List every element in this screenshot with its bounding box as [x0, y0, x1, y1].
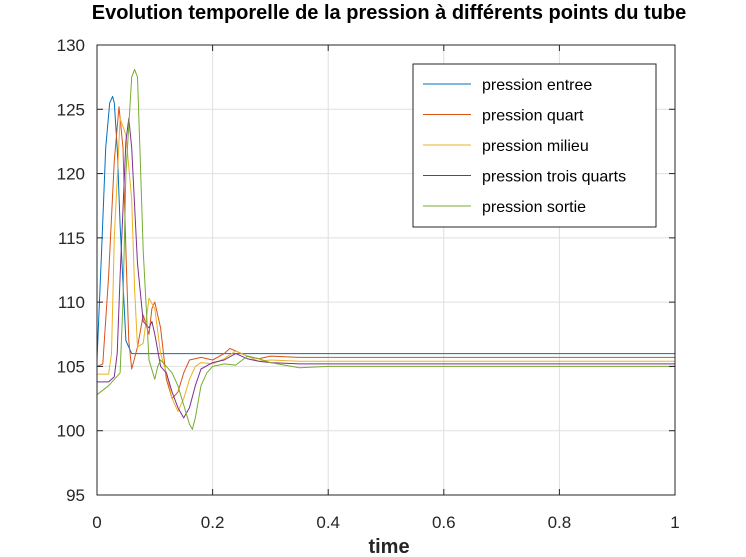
legend: pression entree pression quart pression mi… [412, 63, 657, 228]
legend-entry: pression milieu [482, 138, 589, 155]
y-tick-label: 125 [57, 100, 85, 119]
series-lines [96, 68, 675, 430]
x-tick-label: 0.8 [548, 513, 572, 532]
chart-title: Evolution temporelle de la pression à di… [92, 2, 687, 24]
legend-entry: pression sortie [482, 199, 586, 216]
y-tick-label: 110 [58, 293, 85, 312]
y-tick-label: 120 [57, 165, 85, 184]
axis-ticks: 0 0.2 0.4 0.6 0.8 1 95 100 105 110 115 120 125 130 [57, 36, 680, 532]
x-axis-label: time [368, 536, 409, 557]
plot-frame [96, 44, 676, 496]
y-tick-label: 130 [57, 36, 85, 55]
x-tick-label: 0.2 [201, 513, 225, 532]
series-line [96, 68, 675, 430]
y-tick-label: 105 [57, 357, 85, 376]
x-tick-label: 0.4 [316, 513, 340, 532]
y-tick-label: 95 [66, 486, 85, 505]
y-tick-label: 100 [57, 422, 85, 441]
x-tick-label: 1 [670, 513, 679, 532]
y-tick-label: 115 [58, 229, 85, 248]
x-tick-label: 0 [92, 513, 101, 532]
x-tick-label: 0.6 [432, 513, 456, 532]
series-line [97, 117, 675, 412]
legend-entry: pression quart [482, 108, 584, 125]
legend-entry: pression entree [482, 77, 592, 94]
legend-entry: pression trois quarts [482, 169, 626, 186]
series-line [96, 95, 675, 361]
